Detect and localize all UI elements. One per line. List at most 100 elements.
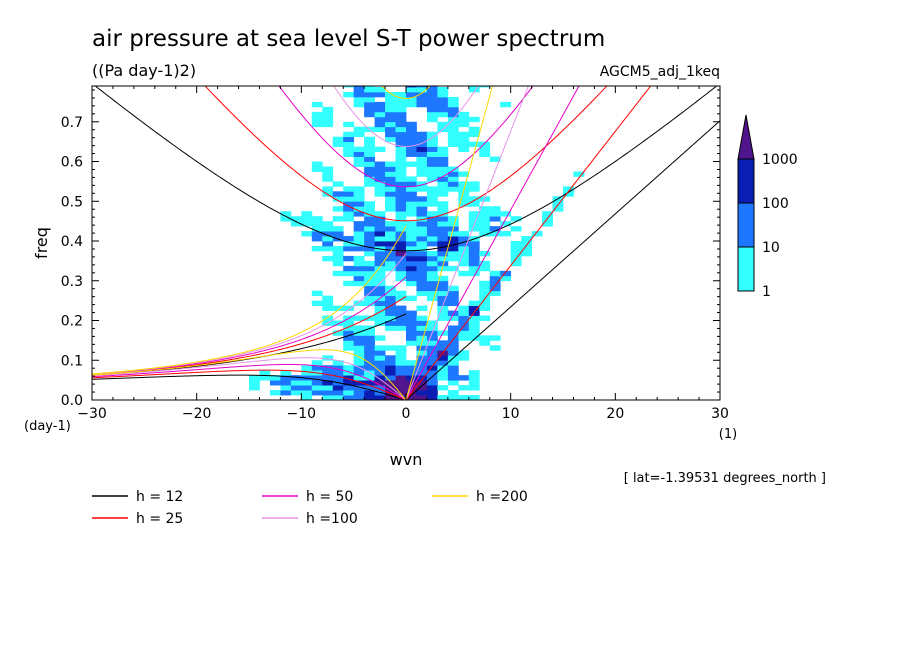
heatmap-cell: [426, 390, 438, 396]
heatmap-cell: [311, 161, 323, 167]
heatmap-cell: [395, 121, 407, 128]
heatmap-cell: [364, 380, 375, 386]
heatmap-cell: [395, 270, 407, 277]
heatmap-cell: [385, 116, 396, 123]
heatmap-cell: [259, 370, 271, 376]
heatmap-cell: [406, 211, 417, 217]
heatmap-cell: [437, 385, 449, 391]
heatmap-cell: [437, 91, 449, 98]
heatmap-cell: [249, 375, 260, 381]
heatmap-cell: [311, 365, 323, 371]
heatmap-cell: [426, 345, 438, 351]
heatmap-cell: [311, 166, 323, 172]
heatmap-cell: [406, 226, 417, 232]
heatmap-cell: [374, 365, 386, 371]
heatmap-cell: [343, 385, 355, 391]
heatmap-cell: [364, 250, 375, 257]
heatmap-cell: [322, 395, 334, 400]
heatmap-cell: [353, 365, 365, 371]
heatmap-cell: [332, 226, 344, 232]
heatmap-cell: [364, 161, 375, 167]
heatmap-cell: [406, 380, 417, 386]
heatmap-cell: [447, 380, 459, 386]
heatmap-cell: [385, 390, 396, 396]
y-tick-label: 0.3: [61, 274, 83, 290]
heatmap-cell: [374, 106, 386, 113]
heatmap-cell: [437, 290, 449, 297]
heatmap-cell: [406, 191, 417, 197]
heatmap-cell: [364, 275, 375, 282]
heatmap-cell: [489, 216, 501, 222]
heatmap-cell: [437, 340, 449, 346]
heatmap-cell: [385, 260, 396, 267]
heatmap-cell: [332, 141, 344, 148]
heatmap-cell: [364, 96, 375, 103]
x-tick-label: 10: [502, 406, 520, 422]
heatmap-cell: [322, 380, 334, 386]
heatmap-cell: [374, 116, 386, 123]
heatmap-cell: [458, 355, 470, 361]
heatmap-cell: [447, 375, 459, 381]
heatmap-cell: [437, 280, 449, 287]
heatmap-cell: [374, 255, 386, 262]
heatmap-cell: [416, 226, 428, 232]
heatmap-cell: [447, 106, 459, 113]
heatmap-cell: [447, 285, 459, 292]
heatmap-cell: [437, 236, 449, 242]
heatmap-cell: [426, 171, 438, 177]
heatmap-cell: [542, 211, 553, 217]
heatmap-cell: [353, 236, 365, 242]
heatmap-cell: [406, 360, 417, 366]
heatmap-cell: [468, 300, 480, 307]
heatmap-cell: [364, 285, 375, 292]
heatmap-cell: [563, 186, 574, 192]
heatmap-cell: [426, 250, 438, 257]
heatmap-cell: [479, 280, 491, 287]
heatmap-cell: [437, 176, 449, 182]
heatmap-cell: [416, 315, 428, 321]
heatmap-cell: [416, 305, 428, 311]
heatmap-cell: [385, 96, 396, 103]
heatmap-cell: [322, 166, 334, 172]
heatmap-cell: [416, 325, 428, 331]
heatmap-cell: [437, 310, 449, 316]
heatmap-cell: [426, 290, 438, 297]
heatmap-cell: [416, 241, 428, 247]
heatmap-cell: [395, 176, 407, 182]
heatmap-cell: [500, 231, 512, 237]
heatmap-cell: [301, 365, 313, 371]
heatmap-cell: [437, 211, 449, 217]
kelvin-curve-h25: [405, 86, 652, 400]
heatmap-cell: [437, 121, 449, 128]
heatmap-cell: [374, 395, 386, 400]
heatmap-cell: [395, 131, 407, 138]
heatmap-cell: [343, 370, 355, 376]
heatmap-cell: [280, 380, 292, 386]
heatmap-cell: [468, 86, 480, 93]
heatmap-cell: [311, 101, 323, 108]
heatmap-cell: [406, 151, 417, 157]
heatmap-cell: [364, 111, 375, 118]
heatmap-cell: [395, 245, 407, 252]
heatmap-cell: [343, 340, 355, 346]
heatmap-cell: [406, 325, 417, 331]
heatmap-cell: [353, 221, 365, 227]
heatmap-cell: [374, 375, 386, 381]
chart-subtitle-right: AGCM5_adj_1keq: [600, 64, 720, 80]
heatmap-cell: [374, 161, 386, 167]
heatmap-cell: [479, 300, 491, 307]
heatmap-cell: [385, 101, 396, 108]
heatmap-cell: [447, 171, 459, 177]
heatmap-cell: [437, 206, 449, 212]
heatmap-cell: [416, 86, 428, 93]
heatmap-cell: [374, 91, 386, 98]
heatmap-cell: [426, 211, 438, 217]
heatmap-cell: [479, 335, 491, 341]
heatmap-cell: [353, 265, 365, 272]
heatmap-cell: [426, 375, 438, 381]
heatmap-cell: [447, 255, 459, 262]
heatmap-cell: [447, 365, 459, 371]
colorbar-box: [737, 246, 755, 292]
heatmap-cell: [447, 265, 459, 272]
heatmap-cell: [468, 141, 480, 148]
